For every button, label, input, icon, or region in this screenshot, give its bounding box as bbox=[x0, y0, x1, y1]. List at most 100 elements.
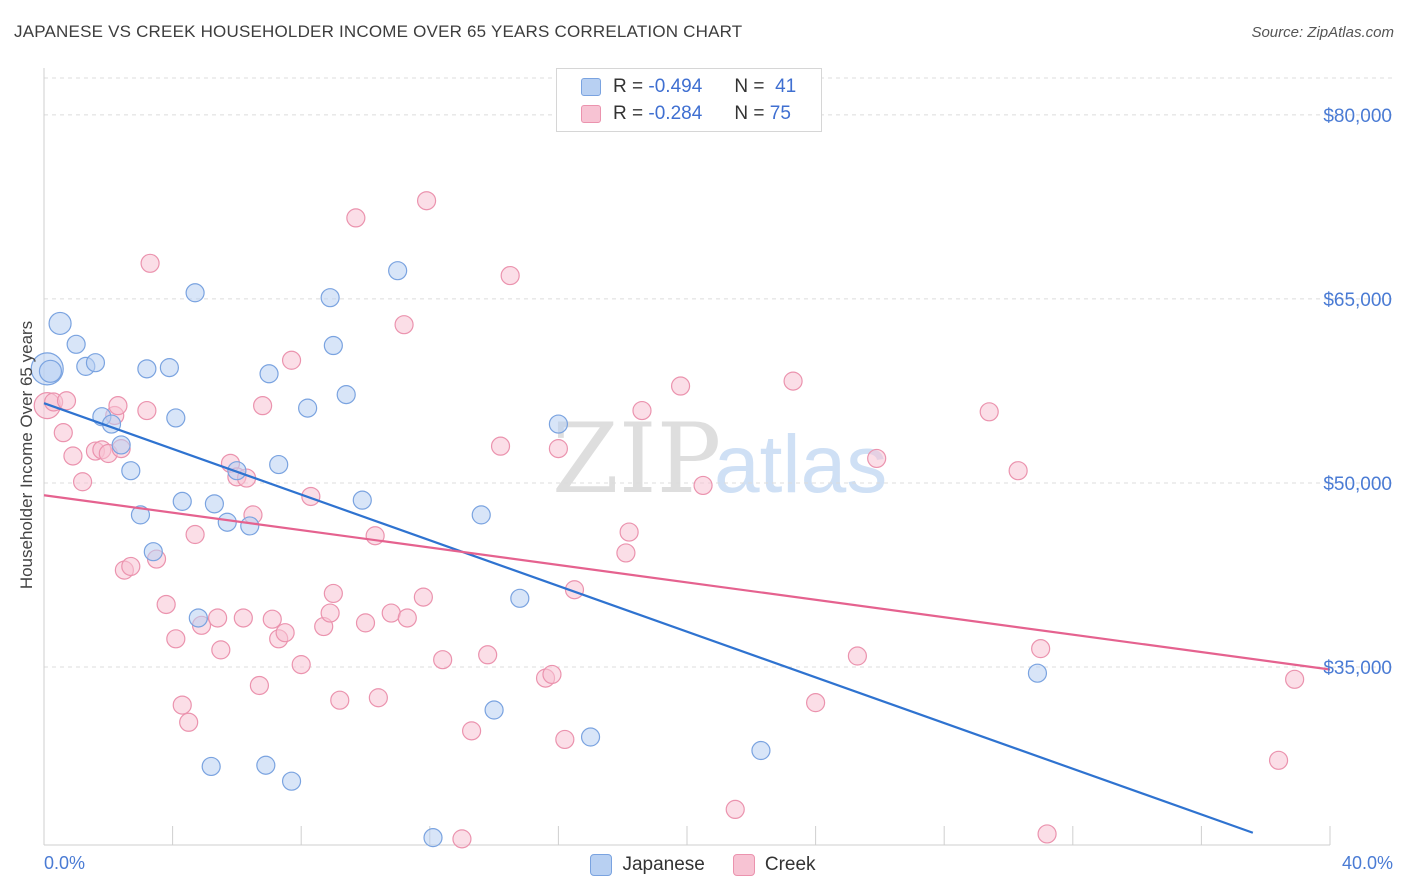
japanese-point bbox=[751, 740, 771, 761]
legend-label-creek: Creek bbox=[764, 854, 816, 875]
japanese-point bbox=[298, 398, 318, 418]
creek-point bbox=[783, 371, 803, 391]
legend-row-creek: R = -0.284 N = 75 bbox=[581, 101, 791, 127]
japanese-points bbox=[30, 261, 1048, 848]
japanese-point bbox=[143, 542, 163, 562]
creek-point bbox=[172, 695, 192, 715]
japanese-point bbox=[121, 461, 141, 481]
creek-point bbox=[979, 402, 999, 422]
creek-point bbox=[233, 608, 253, 628]
creek-point bbox=[1008, 461, 1028, 481]
japanese-point bbox=[204, 494, 224, 514]
creek-point bbox=[156, 594, 176, 615]
creek-point bbox=[53, 423, 73, 443]
japanese-point bbox=[38, 359, 63, 383]
creek-swatch bbox=[581, 105, 601, 123]
japanese-point bbox=[66, 334, 86, 354]
creek-point bbox=[725, 799, 745, 820]
creek-point bbox=[542, 664, 562, 685]
japanese-point bbox=[323, 335, 343, 356]
creek-point bbox=[211, 640, 231, 660]
creek-point bbox=[249, 675, 270, 696]
creek-point bbox=[693, 475, 713, 496]
japanese-point bbox=[166, 408, 186, 428]
japanese-trend-line bbox=[43, 402, 1254, 834]
legend-item-creek[interactable]: Creek bbox=[732, 854, 816, 876]
creek-point bbox=[1031, 639, 1051, 659]
watermark-zip: ZIP bbox=[552, 403, 721, 515]
creek-point bbox=[140, 253, 160, 273]
creek-point bbox=[56, 391, 77, 411]
japanese-point bbox=[336, 385, 356, 405]
japanese-point bbox=[548, 414, 569, 434]
creek-point bbox=[179, 712, 199, 732]
creek-point bbox=[166, 629, 186, 649]
creek-point bbox=[490, 436, 511, 456]
japanese-point bbox=[320, 288, 340, 308]
creek-point bbox=[805, 693, 826, 713]
creek-point bbox=[346, 208, 366, 228]
creek-point bbox=[291, 655, 311, 675]
creek-point bbox=[619, 522, 639, 542]
japanese-point bbox=[172, 491, 192, 511]
legend-n-label: N = bbox=[734, 103, 765, 124]
creek-point bbox=[670, 376, 691, 396]
creek-point bbox=[416, 191, 437, 211]
japanese-point bbox=[281, 771, 302, 791]
japanese-point bbox=[269, 454, 289, 475]
japanese-point bbox=[471, 505, 491, 525]
x-tick-label: 0.0% bbox=[44, 853, 85, 873]
legend-r-value: -0.284 bbox=[648, 103, 703, 124]
japanese-point bbox=[423, 828, 443, 848]
creek-point bbox=[1285, 669, 1305, 689]
japanese-point bbox=[217, 512, 237, 532]
creek-point bbox=[461, 721, 482, 741]
creek-point bbox=[253, 396, 273, 416]
creek-point bbox=[1268, 750, 1289, 770]
creek-point bbox=[847, 646, 867, 666]
legend-r-value: -0.494 bbox=[648, 76, 703, 97]
creek-point bbox=[548, 439, 569, 459]
creek-point bbox=[301, 486, 321, 507]
japanese-swatch bbox=[590, 854, 613, 876]
legend-n-value: 41 bbox=[775, 76, 797, 97]
legend-n-value: 75 bbox=[769, 103, 791, 124]
creek-point bbox=[616, 543, 636, 563]
japanese-point bbox=[48, 311, 72, 336]
creek-point bbox=[281, 350, 302, 370]
japanese-point bbox=[137, 359, 157, 379]
creek-point bbox=[381, 603, 401, 623]
japanese-point bbox=[188, 608, 208, 628]
creek-point bbox=[368, 688, 388, 708]
y-tick-label: $35,000 bbox=[1323, 658, 1392, 679]
japanese-point bbox=[352, 490, 372, 510]
japanese-point bbox=[484, 700, 504, 720]
creek-point bbox=[185, 524, 205, 545]
japanese-point bbox=[580, 727, 601, 747]
creek-point bbox=[355, 613, 376, 633]
creek-point bbox=[108, 396, 128, 416]
legend-r-label: R = bbox=[613, 103, 644, 124]
legend-item-japanese[interactable]: Japanese bbox=[590, 854, 705, 876]
japanese-point bbox=[159, 358, 179, 378]
creek-point bbox=[137, 400, 157, 421]
japanese-point bbox=[185, 283, 205, 303]
creek-point bbox=[452, 829, 472, 849]
japanese-point bbox=[256, 755, 276, 775]
series-legend: Japanese Creek bbox=[0, 852, 1406, 878]
trend-lines bbox=[43, 402, 1331, 834]
creek-point bbox=[72, 472, 93, 492]
watermark-atlas: atlas bbox=[714, 419, 887, 510]
creek-point bbox=[500, 265, 520, 286]
japanese-point bbox=[259, 364, 279, 384]
y-axis-label: Householder Income Over 65 years bbox=[17, 321, 36, 589]
creek-point bbox=[63, 446, 83, 466]
creek-point bbox=[867, 448, 887, 469]
creek-swatch bbox=[732, 854, 755, 876]
creek-point bbox=[632, 400, 652, 421]
japanese-point bbox=[201, 756, 221, 777]
creek-point bbox=[330, 690, 350, 710]
y-tick-label: $65,000 bbox=[1323, 290, 1392, 311]
creek-point bbox=[555, 729, 575, 750]
